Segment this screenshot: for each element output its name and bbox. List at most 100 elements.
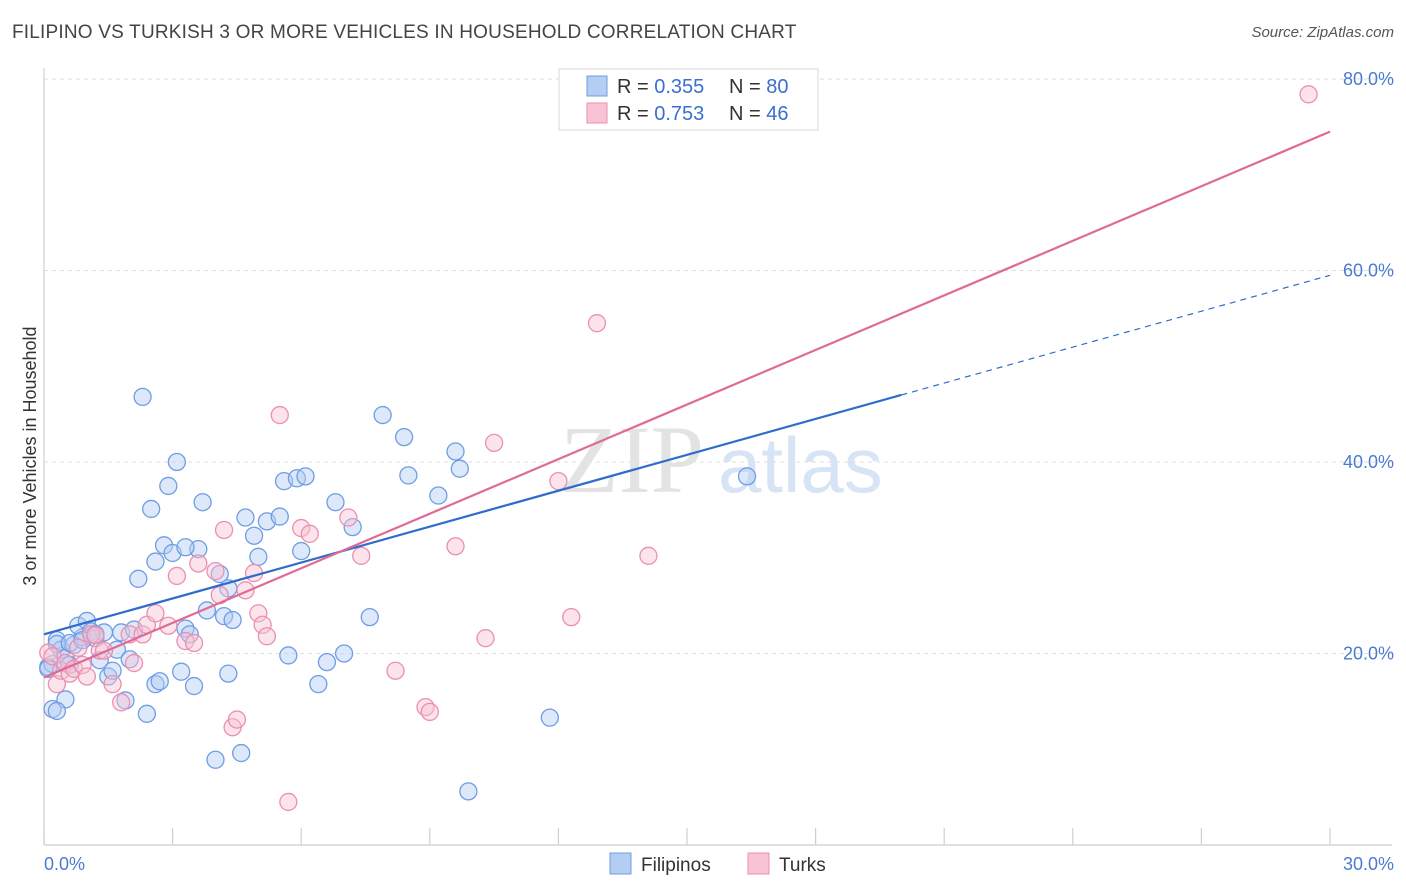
- filipinos-point: [270, 507, 289, 526]
- filipinos-point: [446, 442, 465, 461]
- turks-point: [352, 546, 371, 565]
- turks-point: [587, 314, 607, 333]
- filipinos-point: [206, 750, 225, 769]
- turks-point: [279, 792, 298, 812]
- filipinos-point: [223, 610, 242, 630]
- turks-point: [562, 607, 581, 627]
- turks-point: [206, 562, 225, 581]
- filipinos-point: [133, 387, 152, 407]
- legend-r-label-turks: R =: [617, 103, 654, 125]
- filipinos-point: [429, 486, 448, 505]
- series-turks: [39, 85, 1318, 812]
- turks-point: [484, 433, 504, 453]
- turks-point: [270, 405, 289, 425]
- legend-swatch-turks: [586, 102, 608, 124]
- series-legend: Filipinos Turks: [609, 852, 826, 876]
- filipinos-point: [47, 701, 67, 721]
- turks-point: [257, 627, 277, 646]
- turks-point: [184, 633, 204, 653]
- legend-n-value-filipinos: 80: [766, 76, 788, 98]
- filipinos-point: [394, 427, 414, 447]
- filipinos-point: [399, 466, 418, 485]
- turks-point: [386, 661, 405, 680]
- filipinos-point: [459, 782, 478, 801]
- svg-text:N = 46: N = 46: [729, 103, 789, 125]
- filipinos-trend-line: [43, 393, 902, 636]
- legend-n-value-turks: 46: [766, 103, 788, 125]
- filipinos-point: [150, 672, 169, 691]
- turks-point: [47, 674, 67, 694]
- filipinos-point: [360, 607, 379, 627]
- filipinos-point: [214, 607, 234, 626]
- turks-point: [420, 702, 439, 722]
- filipinos-point: [142, 499, 161, 519]
- turks-point: [249, 604, 268, 623]
- filipinos-point: [184, 676, 204, 696]
- turks-point: [112, 693, 131, 712]
- y-tick-labels: 20.0% 40.0% 60.0% 80.0%: [1343, 69, 1394, 664]
- y-tick-label-80: 80.0%: [1343, 69, 1394, 89]
- y-axis-label: 3 or more Vehicles in Household: [20, 326, 40, 585]
- filipinos-point: [317, 652, 337, 672]
- filipinos-point: [176, 538, 195, 557]
- filipinos-point: [279, 646, 298, 665]
- legend-item-filipinos-label: Filipinos: [641, 855, 711, 876]
- turks-point: [476, 629, 495, 648]
- chart-title: FILIPINO VS TURKISH 3 OR MORE VEHICLES I…: [12, 22, 797, 43]
- filipinos-point: [129, 569, 148, 588]
- filipinos-point: [326, 493, 345, 512]
- legend-r-label-filipinos: R =: [617, 76, 654, 98]
- turks-trend-line: [43, 130, 1331, 679]
- legend-item-turks-label: Turks: [779, 855, 826, 876]
- x-tick-label-min: 0.0%: [44, 854, 85, 874]
- legend-n-label-turks: N =: [729, 103, 766, 125]
- legend-swatch-filipinos: [586, 75, 608, 97]
- filipinos-point: [540, 708, 559, 727]
- legend-r-value-turks: 0.753: [654, 103, 704, 125]
- gridlines: [44, 78, 1392, 654]
- turks-point: [253, 615, 272, 634]
- y-tick-label-40: 40.0%: [1343, 452, 1394, 472]
- turks-point: [146, 604, 165, 623]
- turks-point: [214, 520, 234, 540]
- filipinos-point: [737, 467, 757, 486]
- turks-point: [124, 653, 144, 673]
- filipinos-point: [373, 405, 392, 425]
- y-tick-label-20: 20.0%: [1343, 644, 1394, 664]
- filipinos-point: [296, 467, 315, 486]
- filipinos-point: [236, 508, 255, 527]
- trend-lines: [43, 130, 1331, 679]
- filipinos-point: [219, 664, 238, 683]
- correlation-legend: R = 0.355 N = 80 R = 0.753 N = 46: [558, 68, 819, 131]
- svg-text:N = 80: N = 80: [729, 76, 789, 98]
- x-tick-label-max: 30.0%: [1343, 854, 1394, 874]
- filipinos-point: [309, 674, 328, 694]
- turks-point: [339, 508, 358, 527]
- filipinos-point: [193, 493, 212, 512]
- source-label: Source: ZipAtlas.com: [1251, 24, 1394, 41]
- turks-point: [639, 546, 658, 565]
- legend-item-turks-swatch: [747, 852, 770, 875]
- turks-point: [189, 554, 208, 573]
- filipinos-point: [343, 517, 362, 537]
- turks-point: [103, 674, 122, 694]
- filipinos-trend-extrapolation: [901, 274, 1331, 396]
- turks-point: [167, 566, 187, 586]
- filipinos-point: [167, 452, 187, 472]
- turks-point: [227, 710, 247, 729]
- turks-point: [1299, 85, 1318, 104]
- legend-n-label-filipinos: N =: [729, 76, 766, 98]
- filipinos-point: [146, 552, 165, 571]
- y-tick-label-60: 60.0%: [1343, 261, 1394, 281]
- legend-r-value-filipinos: 0.355: [654, 76, 704, 98]
- filipinos-point: [103, 661, 122, 680]
- filipinos-point: [159, 476, 178, 496]
- turks-point: [77, 667, 97, 686]
- filipinos-point: [137, 704, 157, 723]
- filipinos-point: [249, 547, 268, 566]
- turks-point: [549, 471, 568, 491]
- x-ticks: [43, 828, 1331, 845]
- filipinos-point: [450, 459, 469, 478]
- turks-point: [86, 626, 105, 645]
